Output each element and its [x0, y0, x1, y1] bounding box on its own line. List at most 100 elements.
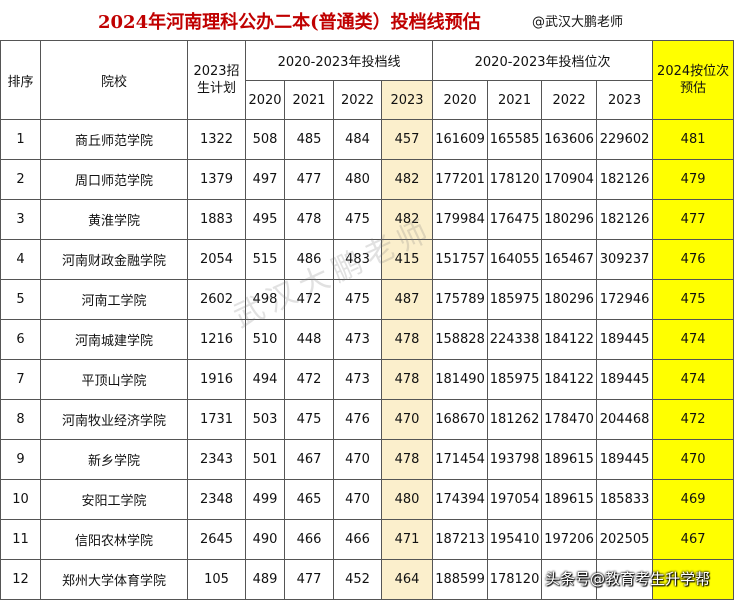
cell-line: 478 — [380, 359, 434, 400]
table-row: 3 黄淮学院 1883 495 478 475 482 179984 176475 180296 1… — [0, 199, 734, 240]
cell-school: 河南牧业经济学院 — [40, 399, 188, 440]
header-rank-year: 2022 — [541, 80, 598, 120]
cell-rank-position: 163606 — [541, 119, 598, 160]
cell-line: 497 — [245, 159, 285, 200]
cell-line: 510 — [245, 319, 285, 360]
cell-line: 472 — [284, 359, 334, 400]
cell-rank: 7 — [0, 359, 41, 400]
header-ranks-group: 2020-2023年投档位次 — [432, 40, 654, 81]
cell-line: 483 — [333, 239, 382, 280]
cell-plan: 1883 — [187, 199, 246, 240]
cell-rank-position: 184122 — [541, 319, 598, 360]
cell-rank: 5 — [0, 279, 41, 320]
cell-estimate: 470 — [652, 439, 734, 480]
cell-plan: 1322 — [187, 119, 246, 160]
admission-table: 排序 院校 2023招生计划 2020-2023年投档线 2020-2023年投… — [0, 40, 734, 600]
cell-rank: 6 — [0, 319, 41, 360]
cell-rank-position: 181490 — [432, 359, 489, 400]
cell-line: 473 — [333, 359, 382, 400]
cell-school: 信阳农林学院 — [40, 519, 188, 560]
cell-rank-position: 309237 — [596, 239, 654, 280]
cell-estimate: 467 — [652, 519, 734, 560]
cell-school: 商丘师范学院 — [40, 119, 188, 160]
cell-rank-position: 202505 — [596, 519, 654, 560]
cell-line: 485 — [284, 119, 334, 160]
table-row: 7 平顶山学院 1916 494 472 473 478 181490 185975 184122… — [0, 359, 734, 400]
header-school: 院校 — [40, 40, 188, 120]
cell-line: 498 — [245, 279, 285, 320]
cell-rank-position: 177201 — [432, 159, 489, 200]
cell-line: 487 — [380, 279, 434, 320]
cell-line: 476 — [333, 399, 382, 440]
cell-rank-position: 178120 — [487, 559, 543, 600]
cell-line: 470 — [333, 439, 382, 480]
header-line-year: 2023 — [380, 80, 434, 120]
cell-rank-position: 189445 — [596, 319, 654, 360]
cell-estimate: 479 — [652, 159, 734, 200]
cell-school: 黄淮学院 — [40, 199, 188, 240]
header-rank: 排序 — [0, 40, 41, 120]
cell-line: 478 — [380, 319, 434, 360]
cell-line: 482 — [380, 199, 434, 240]
table-row: 10 安阳工学院 2348 499 465 470 480 174394 197054 18961… — [0, 479, 734, 520]
cell-school: 平顶山学院 — [40, 359, 188, 400]
header-rank-year: 2023 — [596, 80, 654, 120]
cell-rank-position: 185975 — [487, 279, 543, 320]
cell-line: 477 — [284, 159, 334, 200]
author-tag: @武汉大鹏老师 — [532, 15, 624, 30]
cell-rank-position: 181262 — [487, 399, 543, 440]
cell-line: 470 — [333, 479, 382, 520]
cell-school: 安阳工学院 — [40, 479, 188, 520]
header-line-year: 2020 — [245, 80, 285, 120]
cell-rank-position: 178470 — [541, 399, 598, 440]
cell-rank: 12 — [0, 559, 41, 600]
cell-line: 470 — [380, 399, 434, 440]
table-row: 6 河南城建学院 1216 510 448 473 478 158828 224338 18412… — [0, 319, 734, 360]
cell-line: 508 — [245, 119, 285, 160]
cell-line: 473 — [333, 319, 382, 360]
cell-rank-position: 180296 — [541, 199, 598, 240]
cell-school: 新乡学院 — [40, 439, 188, 480]
cell-line: 486 — [284, 239, 334, 280]
cell-rank-position: 185975 — [487, 359, 543, 400]
table-row: 12 郑州大学体育学院 105 489 477 452 464 188599 178120 — [0, 559, 734, 600]
cell-rank-position: 178120 — [487, 159, 543, 200]
cell-rank-position: 193798 — [487, 439, 543, 480]
cell-estimate: 475 — [652, 279, 734, 320]
cell-rank-position: 180296 — [541, 279, 598, 320]
cell-rank-position: 195410 — [487, 519, 543, 560]
cell-line: 467 — [284, 439, 334, 480]
cell-line: 480 — [380, 479, 434, 520]
cell-plan: 1731 — [187, 399, 246, 440]
page-title: 2024年河南理科公办二本(普通类）投档线预估 — [98, 12, 481, 33]
cell-line: 503 — [245, 399, 285, 440]
cell-line: 457 — [380, 119, 434, 160]
cell-rank-position: 171454 — [432, 439, 489, 480]
cell-line: 465 — [284, 479, 334, 520]
cell-line: 495 — [245, 199, 285, 240]
cell-rank-position: 168670 — [432, 399, 489, 440]
cell-rank-position — [541, 559, 598, 600]
cell-rank-position: 179984 — [432, 199, 489, 240]
cell-line: 475 — [333, 279, 382, 320]
table-row: 9 新乡学院 2343 501 467 470 478 171454 193798 189615 1… — [0, 439, 734, 480]
cell-rank-position: 176475 — [487, 199, 543, 240]
table-row: 11 信阳农林学院 2645 490 466 466 471 187213 195410 1972… — [0, 519, 734, 560]
cell-estimate: 476 — [652, 239, 734, 280]
cell-rank-position: 182126 — [596, 159, 654, 200]
header-line-year: 2022 — [333, 80, 382, 120]
header-rank-year: 2021 — [487, 80, 543, 120]
cell-school: 郑州大学体育学院 — [40, 559, 188, 600]
cell-line: 471 — [380, 519, 434, 560]
cell-school: 河南工学院 — [40, 279, 188, 320]
cell-rank-position: 174394 — [432, 479, 489, 520]
cell-rank-position: 204468 — [596, 399, 654, 440]
cell-line: 448 — [284, 319, 334, 360]
cell-rank-position: 189615 — [541, 439, 598, 480]
cell-plan: 1216 — [187, 319, 246, 360]
cell-rank-position: 165585 — [487, 119, 543, 160]
cell-line: 472 — [284, 279, 334, 320]
cell-line: 482 — [380, 159, 434, 200]
cell-plan: 105 — [187, 559, 246, 600]
cell-rank-position: 175789 — [432, 279, 489, 320]
